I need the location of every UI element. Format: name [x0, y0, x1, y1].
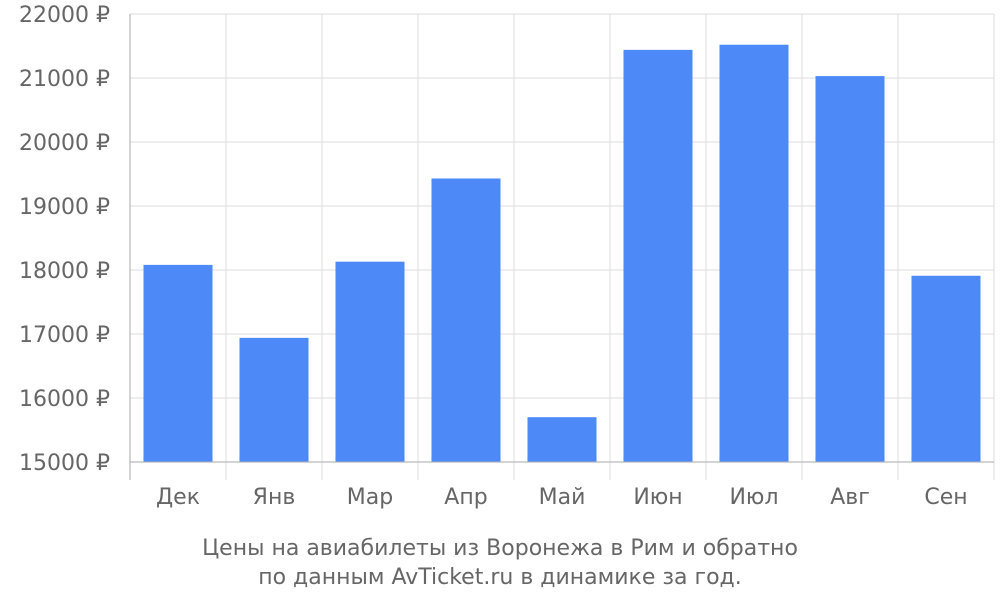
y-tick-label: 15000 ₽ — [19, 451, 110, 476]
x-tick-label: Сен — [924, 485, 967, 510]
bar — [527, 417, 597, 462]
y-tick-label: 19000 ₽ — [19, 195, 110, 220]
bar — [431, 178, 501, 463]
bar — [239, 337, 309, 462]
bar — [335, 261, 405, 462]
bar — [911, 275, 981, 462]
x-tick-label: Янв — [253, 485, 296, 510]
y-tick-label: 18000 ₽ — [19, 259, 110, 284]
x-tick-label: Май — [539, 485, 586, 510]
axis-layer — [129, 14, 994, 480]
y-axis-ticks: 15000 ₽ 16000 ₽ 17000 ₽ 18000 ₽ 19000 ₽ 20000… — [19, 3, 110, 476]
bar — [719, 44, 789, 462]
y-tick-label: 16000 ₽ — [19, 387, 110, 412]
x-axis-ticks: Дек Янв Мар Апр Май Июн Июл Авг Сен — [156, 485, 968, 510]
x-tick-label: Мар — [347, 485, 393, 510]
x-tick-label: Июн — [633, 485, 682, 510]
y-tick-label: 22000 ₽ — [19, 3, 110, 28]
grid-layer — [129, 13, 995, 480]
y-tick-label: 20000 ₽ — [19, 131, 110, 156]
x-tick-label: Дек — [156, 485, 200, 510]
bars-layer — [143, 44, 981, 463]
x-tick-label: Апр — [444, 485, 487, 510]
x-tick-label: Июл — [729, 485, 778, 510]
bar — [623, 49, 693, 463]
y-tick-label: 21000 ₽ — [19, 67, 110, 92]
chart-caption-line-2: по данным AvTicket.ru в динамике за год. — [258, 565, 742, 590]
chart-caption-line-1: Цены на авиабилеты из Воронежа в Рим и о… — [202, 536, 798, 561]
y-tick-label: 17000 ₽ — [19, 323, 110, 348]
x-tick-label: Авг — [830, 485, 870, 510]
bar — [143, 264, 213, 462]
bar — [815, 76, 885, 462]
